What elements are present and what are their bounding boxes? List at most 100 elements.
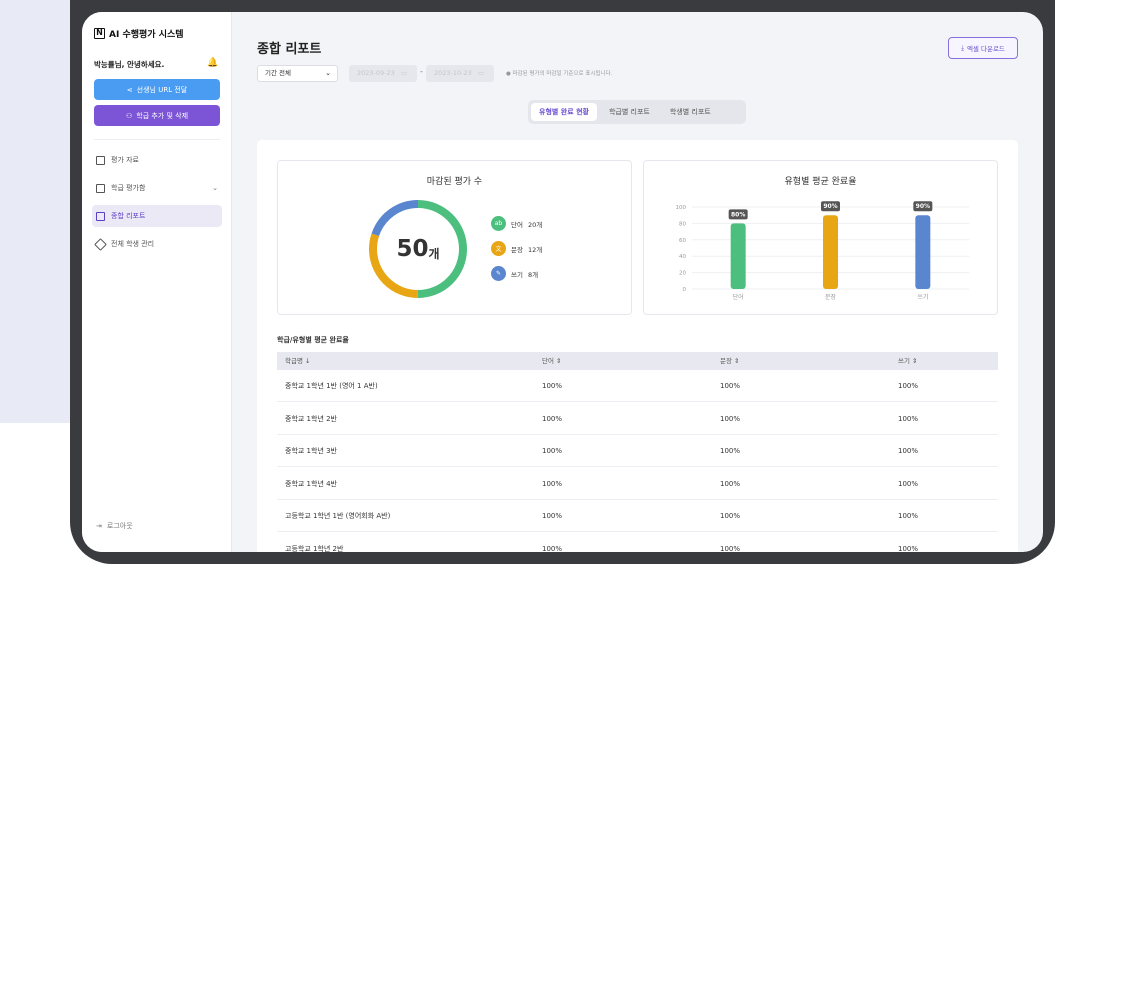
app-screen: N AI 수행평가 시스템 박능률님, 안녕하세요. 🔔 ⋖ 선생님 URL 전… <box>82 12 1043 552</box>
class-name-cell: 중학교 1학년 1반 (영어 1 A반) <box>285 382 378 390</box>
date-separator: - <box>420 67 423 76</box>
sentence-icon: 文 <box>491 241 506 256</box>
data-label-bubble <box>728 209 748 220</box>
logout-icon: ⇥ <box>96 522 102 530</box>
logout-label: 로그아웃 <box>106 522 133 530</box>
data-label: 90% <box>823 203 837 210</box>
completion-cell: 100% <box>542 382 563 390</box>
table-row[interactable]: 중학교 1학년 1반 (영어 1 A반) 100% 100% 100% <box>277 370 998 402</box>
completion-cell: 100% <box>898 544 919 553</box>
y-tick-label: 0 <box>683 287 687 293</box>
completion-cell: 100% <box>898 512 919 520</box>
column-header-word[interactable]: 단어 ⇕ <box>542 357 562 365</box>
sidebar-item-label: 전체 학생 관리 <box>111 240 155 248</box>
date-from-value: 2023-09-23 <box>357 69 395 77</box>
table-row[interactable]: 중학교 1학년 4반 100% 100% 100% <box>277 468 998 500</box>
sidebar-item-label: 학급 평가함 <box>111 184 146 192</box>
word-icon: ab <box>491 216 506 231</box>
x-tick-label: 쓰기 <box>917 293 928 301</box>
data-label: 90% <box>916 203 930 210</box>
completion-cell: 100% <box>720 512 741 520</box>
completion-cell: 100% <box>542 544 563 553</box>
legend-label: 쓰기 <box>511 270 523 279</box>
class-name-cell: 고등학교 1학년 1반 (영어회화 A반) <box>285 512 391 520</box>
bar-chart: 100 80 60 40 20 0 80% 단어 90% 문장 90% 쓰기 <box>676 201 969 301</box>
logo-icon: N <box>94 28 105 39</box>
donut-total: 50 개 <box>366 197 470 301</box>
document-icon <box>96 155 105 165</box>
excel-download-label: 엑셀 다운로드 <box>966 45 1005 53</box>
main-content: 종합 리포트 ⤓ 엑셀 다운로드 기간 전체 ⌄ 2023-09-23 ▭ - … <box>232 12 1043 552</box>
share-url-button[interactable]: ⋖ 선생님 URL 전달 <box>94 79 220 100</box>
manage-class-label: 학급 추가 및 삭제 <box>136 111 189 120</box>
legend-label: 문장 <box>511 245 523 254</box>
report-chart-icon <box>96 211 105 221</box>
legend-count: 20개 <box>527 220 543 229</box>
column-header-sentence[interactable]: 문장 ⇕ <box>720 357 740 365</box>
date-from-input[interactable]: 2023-09-23 ▭ <box>349 65 417 82</box>
legend-count: 12개 <box>527 245 543 254</box>
completion-rate-panel: 유형별 평균 완료율 100 80 60 40 20 0 80% 단어 90% 문장 90% 쓰기 <box>643 160 998 315</box>
sidebar: N AI 수행평가 시스템 박능률님, 안녕하세요. 🔔 ⋖ 선생님 URL 전… <box>82 12 232 552</box>
completion-cell: 100% <box>720 544 741 553</box>
report-tabs: 유형별 완료 현황 학급별 리포트 학생별 리포트 <box>528 100 746 124</box>
table-row[interactable]: 중학교 1학년 2반 100% 100% 100% <box>277 403 998 435</box>
y-tick-label: 100 <box>676 205 687 211</box>
tab-student-report[interactable]: 학생별 리포트 <box>669 108 711 116</box>
class-name-cell: 중학교 1학년 3반 <box>285 447 337 455</box>
y-tick-label: 60 <box>679 238 686 244</box>
donut-slice-쓰기 <box>369 200 467 298</box>
closed-assessments-panel: 마감된 평가 수 50 개 ab 단어 20개 文 <box>277 160 632 315</box>
share-url-label: 선생님 URL 전달 <box>136 85 188 94</box>
column-header-writing[interactable]: 쓰기 ⇕ <box>898 357 918 365</box>
users-icon: ⚇ <box>125 111 133 120</box>
calendar-icon: ▭ <box>477 69 485 77</box>
legend-count: 8개 <box>527 270 539 279</box>
completion-cell: 100% <box>898 382 919 390</box>
tab-type-completion[interactable]: 유형별 완료 현황 <box>531 103 597 121</box>
sidebar-item-report[interactable]: 종합 리포트 <box>92 205 222 227</box>
table-row[interactable]: 고등학교 1학년 1반 (영어회화 A반) 100% 100% 100% <box>277 500 998 532</box>
greeting: 박능률님, 안녕하세요. <box>94 60 165 69</box>
y-tick-label: 40 <box>679 254 686 260</box>
period-select[interactable]: 기간 전체 ⌄ <box>257 65 338 82</box>
table-header: 학급명 ↓ 단어 ⇕ 문장 ⇕ 쓰기 ⇕ <box>277 352 998 370</box>
chevron-down-icon: ⌄ <box>212 184 218 192</box>
completion-cell: 100% <box>720 447 741 455</box>
manage-class-button[interactable]: ⚇ 학급 추가 및 삭제 <box>94 105 220 126</box>
share-icon: ⋖ <box>126 85 133 94</box>
donut-slice-문장 <box>369 200 467 298</box>
date-to-input[interactable]: 2023-10-23 ▭ <box>426 65 494 82</box>
excel-download-button[interactable]: ⤓ 엑셀 다운로드 <box>948 37 1018 59</box>
x-tick-label: 문장 <box>825 293 837 301</box>
sidebar-item-assessment-materials[interactable]: 평가 자료 <box>92 149 222 171</box>
total-unit: 개 <box>428 246 440 261</box>
column-header-class[interactable]: 학급명 ↓ <box>285 357 311 365</box>
bell-icon[interactable]: 🔔 <box>207 58 219 68</box>
data-label-bubble <box>821 201 840 212</box>
table-row[interactable]: 중학교 1학년 3반 100% 100% 100% <box>277 435 998 467</box>
completion-cell: 100% <box>542 447 563 455</box>
sidebar-divider <box>94 139 220 140</box>
completion-cell: 100% <box>720 414 741 423</box>
folder-icon <box>96 183 105 193</box>
logo-text: AI 수행평가 시스템 <box>109 30 184 40</box>
completion-cell: 100% <box>898 479 919 488</box>
tab-class-report[interactable]: 학급별 리포트 <box>608 108 650 116</box>
sidebar-item-students[interactable]: 전체 학생 관리 <box>92 233 222 255</box>
legend-label: 단어 <box>511 220 523 229</box>
download-icon: ⤓ <box>961 43 964 52</box>
legend-item-sentence: 文 문장 12개 <box>491 241 542 256</box>
logout-button[interactable]: ⇥ 로그아웃 <box>96 521 133 531</box>
app-logo[interactable]: N AI 수행평가 시스템 <box>94 27 184 40</box>
date-to-value: 2023-10-23 <box>434 69 472 77</box>
sidebar-item-class-assessments[interactable]: 학급 평가함 ⌄ <box>92 177 222 199</box>
table-row[interactable]: 고등학교 1학년 2반 100% 100% 100% <box>277 533 998 553</box>
bar-문장 <box>823 215 838 289</box>
chart-title: 유형별 평균 완료율 <box>784 177 857 187</box>
data-label: 80% <box>731 211 745 218</box>
data-label-bubble <box>913 201 933 212</box>
completion-cell: 100% <box>898 414 919 423</box>
calendar-icon: ▭ <box>400 69 408 77</box>
panel-title: 마감된 평가 수 <box>426 177 483 187</box>
